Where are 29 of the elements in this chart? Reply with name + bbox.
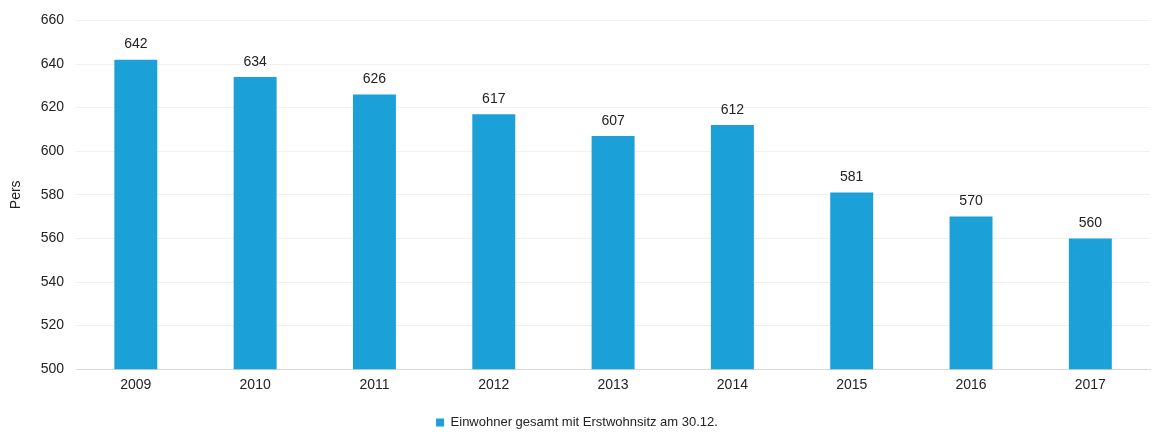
y-tick-label: 640 — [40, 54, 65, 71]
x-tick-label: 2017 — [1074, 376, 1107, 393]
y-axis-title: Pers — [7, 180, 24, 210]
x-tick-label: 2014 — [716, 376, 749, 393]
y-tick-label: 660 — [40, 11, 65, 28]
y-tick-label: 560 — [40, 229, 65, 246]
data-label: 560 — [1078, 214, 1103, 231]
x-tick-label: 2016 — [955, 376, 987, 393]
y-tick-label: 500 — [40, 360, 65, 377]
x-tick-label: 2011 — [359, 376, 390, 393]
legend-label: Einwohner gesamt mit Erstwohnsitz am 30.12. — [450, 414, 718, 430]
y-tick-label: 580 — [40, 185, 65, 202]
y-tick-label: 620 — [40, 98, 65, 115]
data-label: 612 — [720, 100, 745, 117]
data-label: 607 — [601, 111, 625, 128]
y-tick-label: 540 — [40, 272, 65, 289]
data-label: 642 — [124, 35, 148, 52]
data-label: 570 — [959, 192, 983, 209]
data-label: 581 — [840, 168, 864, 185]
x-tick-label: 2012 — [478, 376, 510, 393]
data-label: 617 — [482, 90, 506, 106]
data-label: 626 — [362, 70, 387, 87]
x-tick-label: 2013 — [597, 376, 629, 393]
y-tick-label: 520 — [40, 316, 65, 333]
data-label: 634 — [243, 52, 268, 69]
x-tick-label: 2015 — [836, 376, 868, 393]
x-tick-label: 2009 — [120, 376, 152, 393]
x-tick-label: 2010 — [239, 376, 271, 393]
y-tick-label: 600 — [40, 142, 65, 159]
